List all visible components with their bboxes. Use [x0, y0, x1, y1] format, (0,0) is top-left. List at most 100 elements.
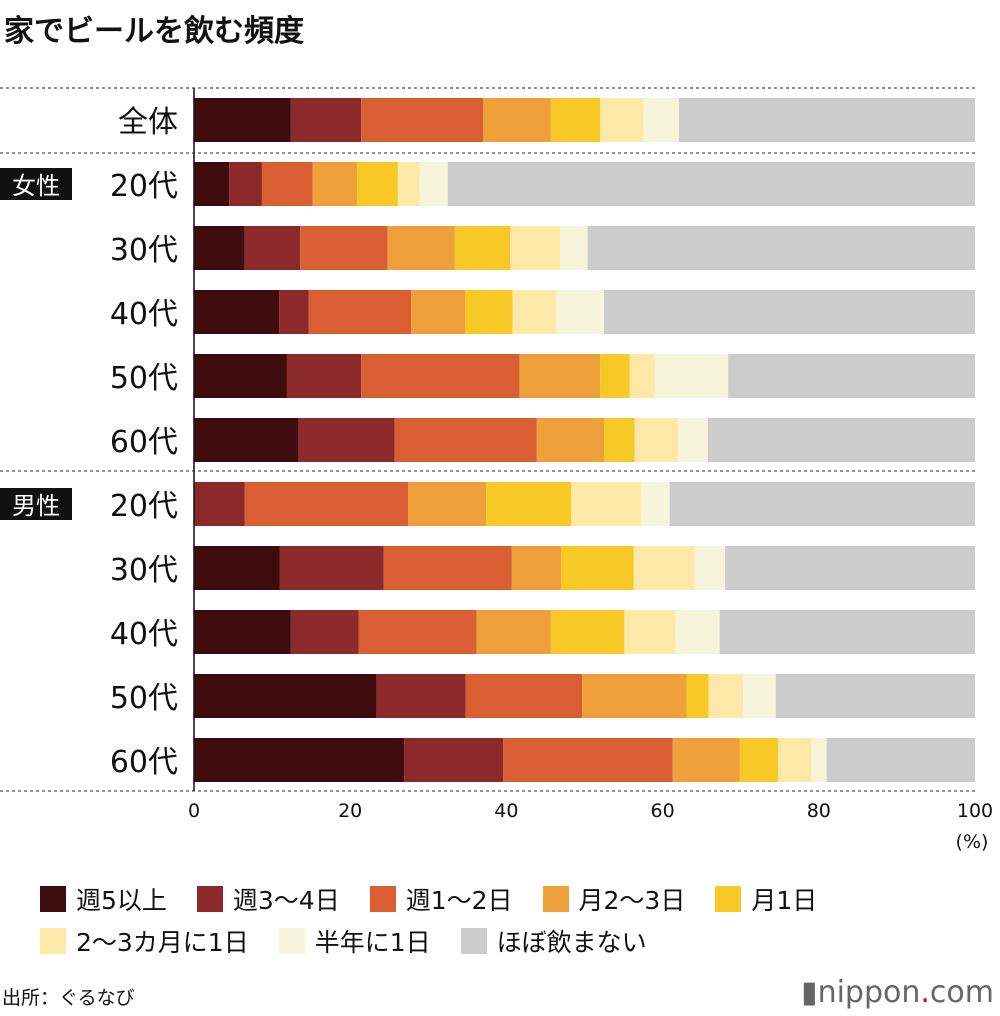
x-tick-label: 40	[494, 800, 518, 822]
bar-segment	[419, 162, 448, 206]
bar-segment	[587, 226, 975, 270]
category-label: 30代	[110, 233, 178, 268]
bar-segment	[686, 674, 709, 718]
bar-segment	[503, 738, 673, 782]
bar-segment	[600, 98, 644, 142]
category-label: 30代	[110, 553, 178, 588]
bar-segment	[476, 610, 551, 654]
bar-segment	[511, 546, 562, 590]
bar-segment	[654, 354, 729, 398]
category-label: 40代	[110, 297, 178, 332]
bar-segment	[279, 290, 309, 334]
bar-segment	[624, 610, 676, 654]
bar-segment	[669, 482, 975, 526]
legend-label: 週3〜4日	[232, 886, 340, 915]
category-label: 40代	[110, 617, 178, 652]
bar-segment	[629, 354, 655, 398]
legend-item: 週5以上	[40, 881, 167, 917]
category-label: 50代	[110, 681, 178, 716]
bar-segment	[571, 482, 641, 526]
bar-segment	[447, 162, 975, 206]
bar-segment	[633, 546, 695, 590]
legend-swatch	[542, 886, 569, 912]
bar-segment	[604, 290, 975, 334]
bar-segment	[561, 546, 634, 590]
bar-segment	[556, 290, 605, 334]
bar-segment	[560, 226, 588, 270]
bar-segment	[194, 610, 291, 654]
bar-segment	[194, 354, 287, 398]
bar-segment	[194, 162, 230, 206]
bar-segment	[387, 226, 455, 270]
bar-segment	[826, 738, 975, 782]
bar-segment	[600, 354, 630, 398]
bar-segment	[404, 738, 504, 782]
bar-segment	[229, 162, 262, 206]
category-label: 20代	[110, 489, 178, 524]
bar-segment	[383, 546, 512, 590]
bar-segment	[604, 418, 635, 462]
bar-segment	[482, 98, 551, 142]
legend-item: 週3〜4日	[196, 881, 340, 917]
bar-segment	[634, 418, 679, 462]
bar-segment	[298, 418, 395, 462]
bar-segment	[725, 546, 975, 590]
bar-segment	[394, 418, 537, 462]
bar-segment	[550, 98, 601, 142]
bar-segment	[536, 418, 605, 462]
bar-segment	[300, 226, 388, 270]
bar-segment	[582, 674, 687, 718]
bar-segment	[290, 610, 359, 654]
category-label: 60代	[110, 425, 178, 460]
bar-segment	[486, 482, 572, 526]
bar-segment	[454, 226, 511, 270]
x-tick-label: 100	[957, 800, 993, 822]
legend-swatch	[715, 886, 742, 912]
x-axis-unit: (%)	[956, 831, 989, 853]
bar-segment	[194, 738, 405, 782]
bar-segment	[244, 226, 301, 270]
x-tick-label: 60	[651, 800, 675, 822]
bar-segment	[194, 290, 280, 334]
group-label-bg	[0, 488, 72, 520]
bar-segment	[465, 674, 583, 718]
legend-label: 半年に1日	[314, 928, 431, 957]
x-tick-label: 80	[807, 800, 831, 822]
bar-segment	[194, 482, 245, 526]
bar-segment	[708, 674, 744, 718]
category-label: 全体	[118, 105, 178, 140]
bar-segment	[194, 418, 299, 462]
category-label: 60代	[110, 745, 178, 780]
bar-segment	[707, 418, 975, 462]
bar-segment	[643, 98, 680, 142]
bar-segment	[308, 290, 412, 334]
bar-segment	[290, 98, 362, 142]
legend-swatch	[369, 886, 396, 912]
bar-segment	[510, 226, 561, 270]
bar-segment	[397, 162, 420, 206]
legend-label: 月1日	[751, 886, 818, 915]
legend-swatch	[460, 928, 487, 954]
bar-segment	[810, 738, 827, 782]
bar-segment	[244, 482, 408, 526]
legend-row: 週5以上 週3〜4日 週1〜2日 月2〜3日 月1日	[40, 878, 990, 920]
bar-segment	[376, 674, 466, 718]
nippon-logo: ▮nippon.com	[801, 975, 994, 1010]
bar-segment	[640, 482, 670, 526]
bar-segment	[279, 546, 384, 590]
category-label: 20代	[110, 169, 178, 204]
legend-item: 半年に1日	[278, 923, 431, 959]
category-label: 50代	[110, 361, 178, 396]
group-label: 男性	[12, 492, 60, 520]
bar-segment	[361, 98, 483, 142]
bar-segment	[407, 482, 487, 526]
legend-item: 週1〜2日	[369, 881, 513, 917]
legend-swatch	[278, 928, 305, 954]
bar-segment	[519, 354, 601, 398]
bar-segment	[739, 738, 779, 782]
x-tick-label: 20	[338, 800, 362, 822]
bar-segment	[679, 98, 975, 142]
legend-label: 2〜3カ月に1日	[76, 928, 249, 957]
bar-segment	[775, 674, 975, 718]
bar-segment	[678, 418, 708, 462]
